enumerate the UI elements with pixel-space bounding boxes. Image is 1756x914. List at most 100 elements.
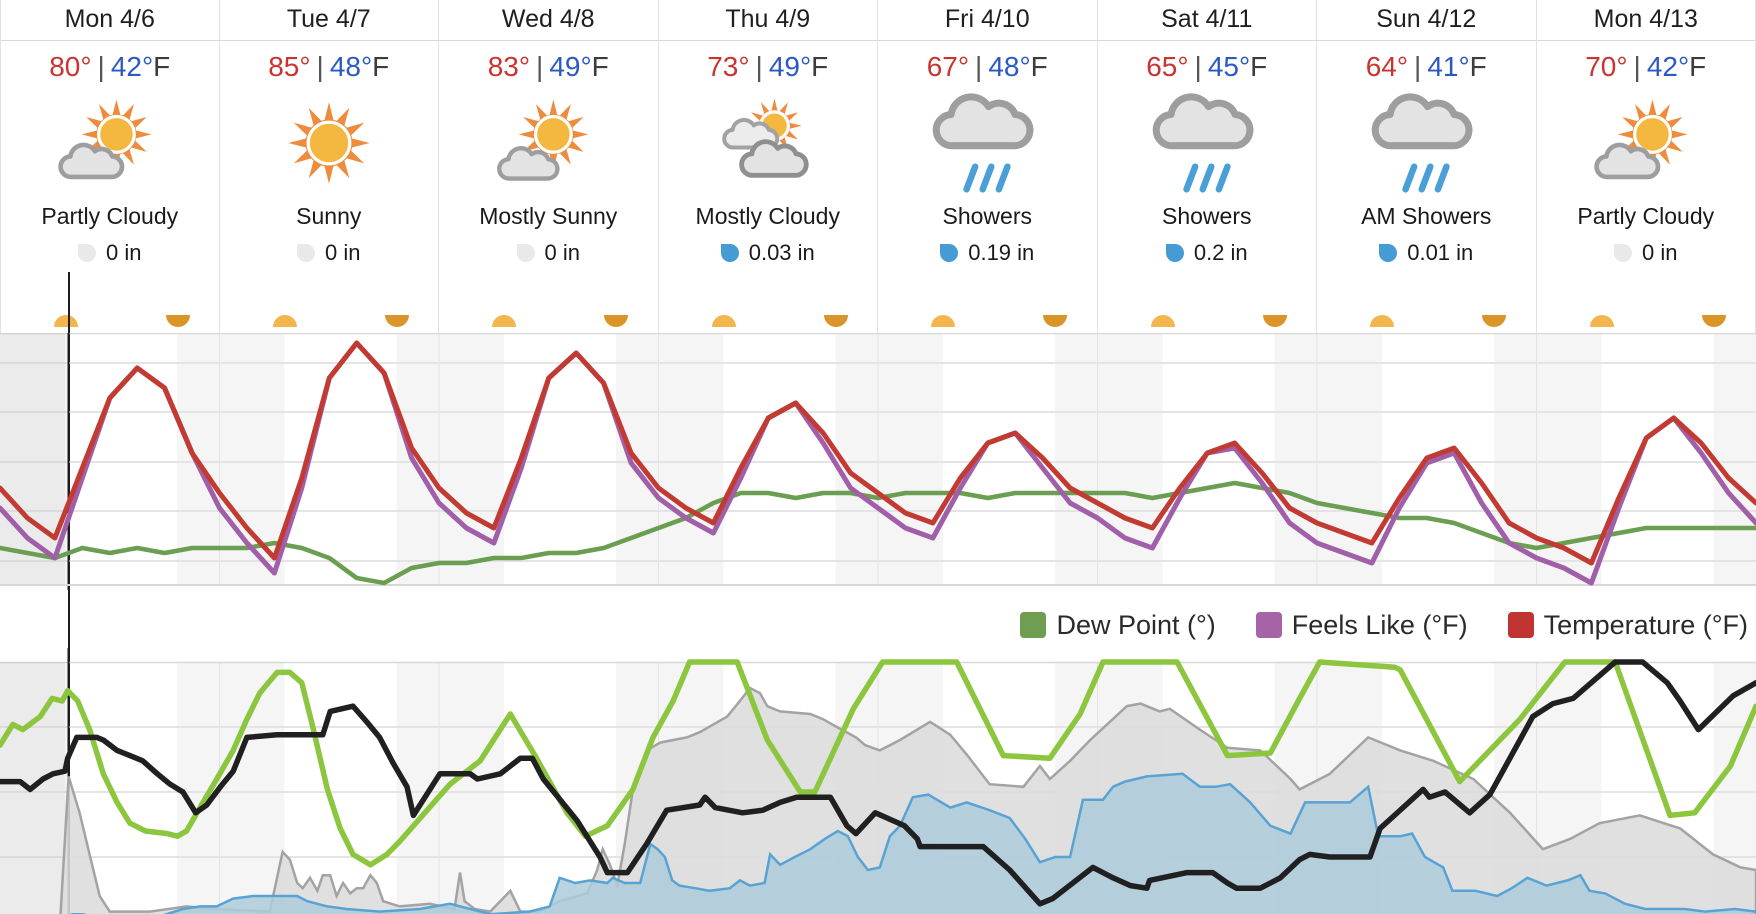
high-temp: 85° [268,51,311,82]
forecast-day-row: Mon 4/6 80° | 42°F Partly Cloudy 0 in Tue … [0,0,1756,333]
precip-row: 0 in [220,240,439,266]
weather-icon [1537,85,1756,201]
low-temp: 49° [768,51,812,82]
conditions-chart[interactable] [0,648,1756,914]
low-temp: 48° [329,51,373,82]
temperature-swatch [1507,612,1534,638]
condition-label: Showers [1162,203,1252,229]
day-temps: 70° | 42°F [1585,51,1707,82]
sunset-icon [823,315,848,327]
condition-label: Showers [942,203,1032,229]
forecast-day-card[interactable]: Fri 4/10 67° | 48°F Showers 0.19 in [878,0,1098,333]
day-temps: 64° | 41°F [1365,51,1487,82]
precip-row: 0.2 in [1098,240,1317,266]
sunrise-icon [1370,315,1394,327]
low-temp: 45° [1207,51,1251,82]
condition-label: Mostly Sunny [479,203,618,229]
forecast-day-card[interactable]: Wed 4/8 83° | 49°F Mostly Sunny 0 in [439,0,659,333]
feels-like-swatch [1255,612,1282,638]
day-temps: 73° | 49°F [707,51,829,82]
droplet-icon [1379,244,1398,262]
sunset-icon [1482,315,1506,327]
precip-row: 0.19 in [878,240,1097,266]
sunset-icon [166,315,190,327]
legend-label: Dew Point (°) [1056,609,1216,640]
condition-label: Sunny [296,203,362,229]
forecast-day-card[interactable]: Mon 4/6 80° | 42°F Partly Cloudy 0 in [0,0,220,333]
sunrise-icon [492,315,516,327]
day-name: Thu 4/9 [658,0,877,41]
precip-amount: 0 in [544,240,580,265]
weather-icon [220,85,439,201]
legend-item-dew-point[interactable]: Dew Point (°) [1020,609,1216,641]
high-temp: 65° [1146,51,1189,82]
day-name: Sun 4/12 [1317,0,1536,41]
sunrise-icon [931,315,955,327]
day-name: Fri 4/10 [878,0,1097,41]
weather-icon [659,85,878,201]
droplet-icon [516,244,535,262]
droplet-icon [720,244,739,262]
low-temp: 42° [1646,51,1690,82]
precip-row: 0 in [439,240,658,266]
sunset-icon [384,315,409,327]
condition-label: Partly Cloudy [1577,203,1715,229]
droplet-icon [1165,244,1184,262]
forecast-day-card[interactable]: Sun 4/12 64° | 41°F AM Showers 0.01 in [1317,0,1537,333]
day-temps: 80° | 42°F [49,51,171,82]
high-temp: 73° [707,51,750,82]
sunset-icon [1701,315,1726,327]
weather-icon [1317,85,1536,201]
weather-icon [1,85,219,201]
forecast-day-card[interactable]: Sat 4/11 65° | 45°F Showers 0.2 in [1097,0,1317,333]
condition-label: Partly Cloudy [41,203,179,229]
condition-label: AM Showers [1361,203,1492,229]
chart-legend: Dew Point (°) Feels Like (°F) Temperatur… [0,602,1756,648]
sunset-icon [1043,315,1067,327]
sunrise-icon [1589,315,1614,327]
day-temps: 67° | 48°F [926,51,1048,82]
high-temp: 67° [926,51,970,82]
precip-amount: 0.01 in [1407,240,1474,265]
day-temps: 85° | 48°F [268,51,390,82]
condition-label: Mostly Cloudy [695,203,840,229]
low-temp: 48° [988,51,1031,82]
droplet-icon [940,244,959,262]
precip-amount: 0 in [1642,240,1678,265]
forecast-day-card[interactable]: Mon 4/13 70° | 42°F Partly Cloudy 0 in [1536,0,1756,333]
day-name: Wed 4/8 [439,0,658,41]
legend-item-temperature[interactable]: Temperature (°F) [1507,609,1748,641]
temperature-chart[interactable] [0,333,1756,590]
high-temp: 64° [1365,51,1409,82]
forecast-day-card[interactable]: Thu 4/9 73° | 49°F Mostly Cloudy 0.03 in [658,0,878,333]
precip-amount: 0.2 in [1193,240,1248,265]
day-name: Tue 4/7 [219,0,438,41]
droplet-icon [78,244,96,262]
day-temps: 83° | 49°F [487,51,609,82]
precip-amount: 0 in [106,240,142,265]
legend-item-feels-like[interactable]: Feels Like (°F) [1255,609,1468,641]
sunset-icon [1262,315,1287,327]
sunrise-icon [54,315,78,327]
precip-amount: 0.19 in [968,240,1035,265]
precip-amount: 0.03 in [748,240,815,265]
droplet-icon [297,244,315,262]
forecast-day-card[interactable]: Tue 4/7 85° | 48°F Sunny 0 in [219,0,439,333]
day-name: Mon 4/6 [1,0,219,41]
precip-row: 0.03 in [659,240,878,266]
sunrise-icon [711,315,736,327]
current-time-line [68,272,70,914]
legend-label: Feels Like (°F) [1291,609,1468,640]
sunrise-icon [272,315,297,327]
droplet-icon [1614,244,1632,262]
precip-row: 0.01 in [1317,240,1536,266]
precip-amount: 0 in [325,240,361,265]
day-name: Mon 4/13 [1536,0,1755,41]
low-temp: 49° [549,51,592,82]
sunrise-icon [1150,315,1175,327]
sunset-icon [604,315,628,327]
day-temps: 65° | 45°F [1146,51,1268,82]
legend-label: Temperature (°F) [1543,609,1748,640]
dew-point-swatch [1020,612,1047,638]
day-name: Sat 4/11 [1097,0,1316,41]
